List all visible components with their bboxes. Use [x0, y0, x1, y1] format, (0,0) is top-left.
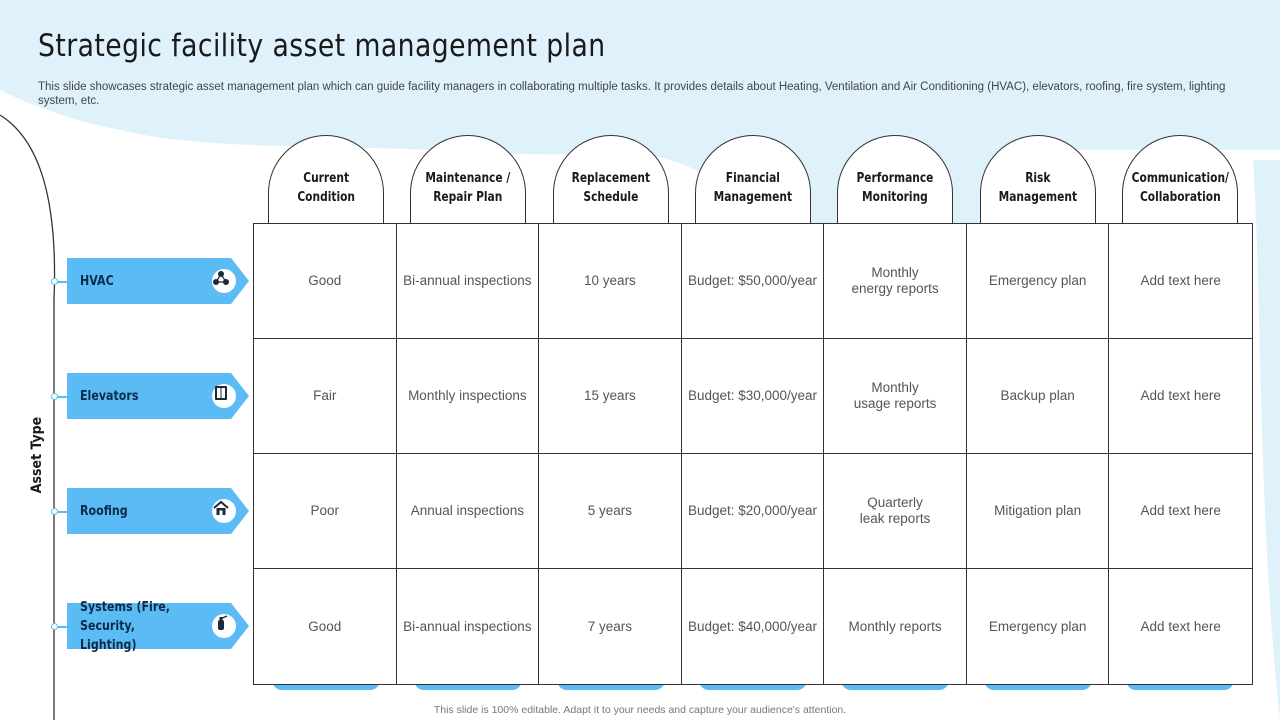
- table-cell: Mitigation plan: [966, 454, 1110, 569]
- table-cell: Good: [254, 224, 397, 339]
- table-cell: Budget: $50,000/year: [681, 224, 825, 339]
- row-dot: [51, 508, 58, 515]
- column-foot: [841, 680, 949, 690]
- table-cell: Poor: [254, 454, 397, 569]
- table-cell: 5 years: [539, 454, 682, 569]
- row-label-systems: Systems (Fire, Security, Lighting): [67, 600, 249, 653]
- column-foot: [557, 680, 665, 690]
- column-foot: [414, 680, 522, 690]
- row-connector: [54, 626, 68, 628]
- column-header-communication-collaboration: Communication/ Collaboration: [1122, 135, 1238, 223]
- axis-label-asset-type: Asset Type: [29, 416, 45, 494]
- table-cell: Monthly inspections: [396, 339, 540, 454]
- row-label-hvac: HVAC: [67, 258, 249, 304]
- row-connector: [54, 511, 68, 513]
- table-cell: Budget: $20,000/year: [681, 454, 825, 569]
- table-cell: 7 years: [539, 569, 682, 684]
- table-cell: Budget: $40,000/year: [682, 569, 825, 684]
- column-foot: [1126, 680, 1234, 690]
- roof-house-icon: [212, 499, 236, 523]
- table-cell: Budget: $30,000/year: [681, 339, 825, 454]
- table-cell: Monthly usage reports: [824, 339, 967, 454]
- table-cell: Emergency plan: [966, 224, 1110, 339]
- column-header-maintenance-repair-plan: Maintenance / Repair Plan: [410, 135, 526, 223]
- page-title: Strategic facility asset management plan: [38, 28, 606, 64]
- column-header-performance-monitoring: Performance Monitoring: [837, 135, 953, 223]
- asset-plan-table: Good Bi-annual inspections 10 years Budg…: [253, 223, 1253, 685]
- page-subtitle: This slide showcases strategic asset man…: [38, 81, 1226, 107]
- table-cell: Emergency plan: [967, 569, 1110, 684]
- table-cell: Add text here: [1109, 454, 1252, 569]
- row-dot: [51, 623, 58, 630]
- table-cell: Annual inspections: [396, 454, 540, 569]
- row-dot: [51, 393, 58, 400]
- table-cell: Fair: [254, 339, 397, 454]
- row-label-elevators: Elevators: [67, 373, 249, 419]
- column-header-risk-management: Risk Management: [980, 135, 1096, 223]
- column-header-financial-management: Financial Management: [695, 135, 811, 223]
- column-foot: [984, 680, 1092, 690]
- table-cell: Add text here: [1109, 224, 1252, 339]
- column-header-current-condition: Current Condition: [268, 135, 384, 223]
- table-cell: 15 years: [539, 339, 682, 454]
- table-cell: 10 years: [539, 224, 682, 339]
- column-foot: [699, 680, 807, 690]
- column-header-replacement-schedule: Replacement Schedule: [553, 135, 669, 223]
- row-label-roofing: Roofing: [67, 488, 249, 534]
- row-connector: [54, 396, 68, 398]
- table-cell: Backup plan: [966, 339, 1110, 454]
- table-cell: Monthly energy reports: [824, 224, 967, 339]
- table-cell: Add text here: [1140, 618, 1221, 634]
- row-connector: [54, 281, 68, 283]
- table-cell: Quarterly leak reports: [824, 454, 967, 569]
- hvac-molecule-icon: [212, 269, 236, 293]
- table-cell: Good: [254, 569, 397, 684]
- row-dot: [51, 278, 58, 285]
- table-cell: Bi-annual inspections: [396, 224, 540, 339]
- column-foot: [272, 680, 380, 690]
- table-cell: Bi-annual inspections: [397, 569, 540, 684]
- elevator-icon: [212, 384, 236, 408]
- footer-note: This slide is 100% editable. Adapt it to…: [433, 704, 847, 716]
- table-cell: Monthly reports: [824, 569, 967, 684]
- table-cell: Add text here: [1109, 339, 1252, 454]
- fire-extinguisher-icon: [212, 614, 236, 638]
